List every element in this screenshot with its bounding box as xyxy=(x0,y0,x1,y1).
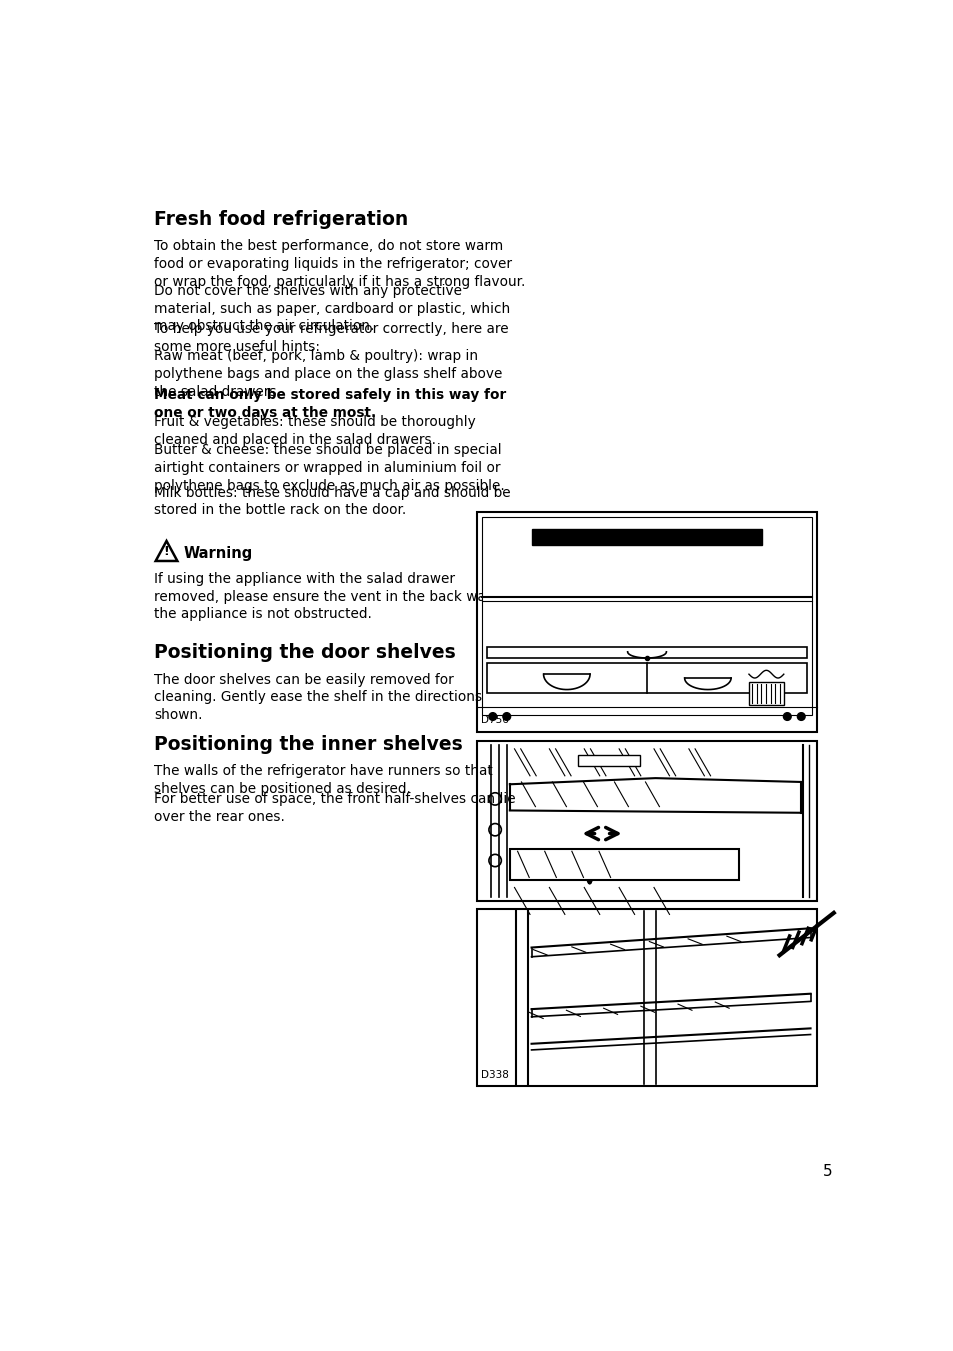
Text: Do not cover the shelves with any protective
material, such as paper, cardboard : Do not cover the shelves with any protec… xyxy=(154,284,510,334)
Bar xyxy=(486,647,806,658)
Text: To obtain the best performance, do not store warm
food or evaporating liquids in: To obtain the best performance, do not s… xyxy=(154,239,525,289)
Text: Meat can only be stored safely in this way for
one or two days at the most.: Meat can only be stored safely in this w… xyxy=(154,388,506,420)
Circle shape xyxy=(488,713,497,720)
Text: If using the appliance with the salad drawer
removed, please ensure the vent in : If using the appliance with the salad dr… xyxy=(154,571,511,621)
Text: To help you use your refrigerator correctly, here are
some more useful hints:: To help you use your refrigerator correc… xyxy=(154,323,508,354)
Text: Warning: Warning xyxy=(183,546,253,561)
Bar xyxy=(476,742,816,901)
Text: D756: D756 xyxy=(480,715,509,724)
Bar xyxy=(476,512,816,732)
Text: Fresh food refrigeration: Fresh food refrigeration xyxy=(154,209,408,228)
Bar xyxy=(476,909,816,1086)
Circle shape xyxy=(782,713,790,720)
Bar xyxy=(748,682,783,705)
Text: !: ! xyxy=(164,544,170,558)
Text: Raw meat (beef, pork, lamb & poultry): wrap in
polythene bags and place on the g: Raw meat (beef, pork, lamb & poultry): w… xyxy=(154,349,502,399)
Text: The walls of the refrigerator have runners so that
shelves can be positioned as : The walls of the refrigerator have runne… xyxy=(154,765,493,796)
Bar xyxy=(509,848,739,880)
Text: Positioning the inner shelves: Positioning the inner shelves xyxy=(154,735,462,754)
Text: Butter & cheese: these should be placed in special
airtight containers or wrappe: Butter & cheese: these should be placed … xyxy=(154,443,504,493)
Circle shape xyxy=(502,713,510,720)
Circle shape xyxy=(797,713,804,720)
Bar xyxy=(531,530,761,544)
Text: Fruit & vegetables: these should be thoroughly
cleaned and placed in the salad d: Fruit & vegetables: these should be thor… xyxy=(154,416,476,447)
Bar xyxy=(486,662,806,693)
Text: For better use of space, the front half-shelves can lie
over the rear ones.: For better use of space, the front half-… xyxy=(154,792,516,824)
Bar xyxy=(578,755,639,766)
Text: The door shelves can be easily removed for
cleaning. Gently ease the shelf in th: The door shelves can be easily removed f… xyxy=(154,673,482,723)
Bar xyxy=(481,517,811,715)
Text: Milk bottles: these should have a cap and should be
stored in the bottle rack on: Milk bottles: these should have a cap an… xyxy=(154,485,510,517)
Text: D338: D338 xyxy=(480,1070,509,1081)
Text: Positioning the door shelves: Positioning the door shelves xyxy=(154,643,456,662)
Text: 5: 5 xyxy=(821,1163,831,1178)
